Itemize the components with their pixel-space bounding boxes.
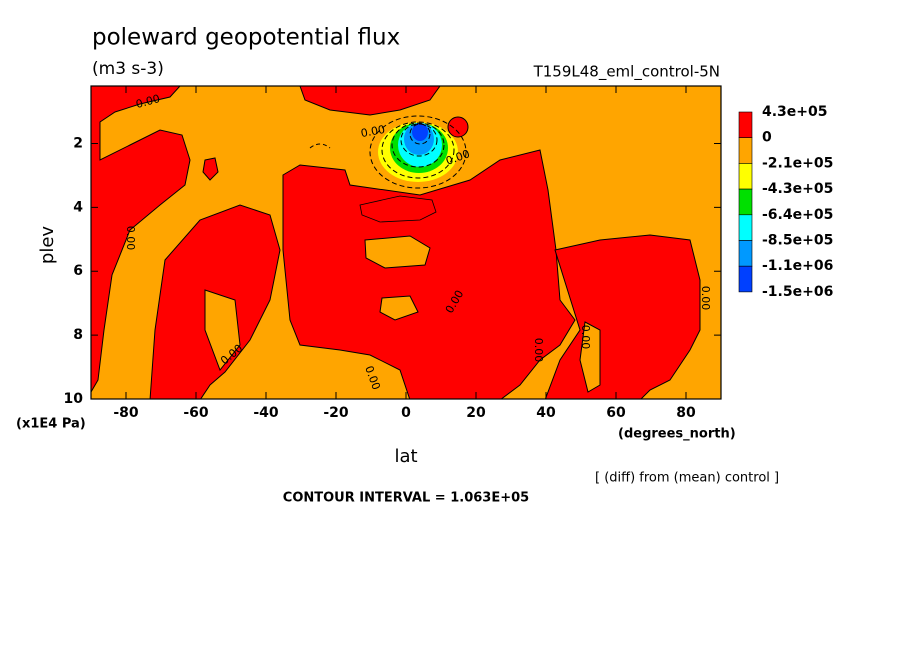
y-tick-label: 2 — [73, 135, 83, 151]
y-tick-label: 10 — [64, 391, 84, 407]
contour-label: 0.00 — [579, 325, 592, 350]
contour-line — [409, 123, 431, 145]
contour-interval: CONTOUR INTERVAL = 1.063E+05 — [283, 491, 529, 506]
contour-region — [91, 86, 191, 393]
contour-label: 0.00 — [532, 338, 545, 363]
contour-label: 0.00 — [360, 123, 386, 140]
y-units: (x1E4 Pa) — [16, 417, 86, 432]
contour-region — [364, 235, 431, 269]
contour-label: 0.00 — [699, 286, 712, 311]
contour-label: 0.00 — [124, 226, 137, 251]
colorbar-label: -1.5e+06 — [762, 284, 833, 300]
x-axis-label: lat — [394, 446, 417, 467]
y-tick-label: 6 — [73, 263, 83, 279]
y-axis-label: plev — [37, 226, 58, 265]
colorbar-box — [738, 188, 753, 216]
contour-line — [391, 122, 445, 168]
colorbar-label: -6.4e+05 — [762, 207, 833, 223]
x-tick-label: -80 — [113, 405, 139, 421]
contour-region — [282, 149, 576, 399]
dataset-label: T159L48_eml_control-5N — [533, 63, 720, 82]
colorbar-label: -4.3e+05 — [762, 181, 833, 197]
x-tick-label: -40 — [253, 405, 279, 421]
x-tick-label: -20 — [323, 405, 349, 421]
colorbar-label: -2.1e+05 — [762, 155, 833, 171]
colorbar-box — [738, 214, 753, 241]
x-tick-label: 80 — [676, 405, 696, 421]
contour-line — [359, 195, 437, 223]
x-tick-label: 60 — [606, 405, 626, 421]
x-tick-label: 40 — [536, 405, 556, 421]
colorbar-box — [738, 240, 753, 267]
colorbar-box — [738, 265, 753, 293]
contour-field: 0.000.000.000.000.000.000.000.000.000.00 — [91, 86, 721, 399]
contour-line — [309, 143, 331, 149]
contour-region — [447, 116, 469, 138]
colorbar-box — [738, 137, 753, 164]
colorbar-label: -8.5e+05 — [762, 233, 833, 249]
x-units: (degrees_north) — [618, 427, 736, 442]
y-tick-label: 8 — [73, 327, 83, 343]
x-tick-label: 20 — [466, 405, 486, 421]
colorbar-box — [738, 111, 753, 139]
colorbar-label: 4.3e+05 — [762, 104, 828, 120]
colorbar-label: -1.1e+06 — [762, 258, 833, 274]
contour-line — [369, 115, 467, 189]
contour-region — [202, 157, 219, 181]
footnote: [ (diff) from (mean) control ] — [595, 471, 779, 486]
chart-title: poleward geopotential flux — [92, 25, 400, 51]
y-tick-label: 4 — [73, 199, 83, 215]
contour-label: 0.00 — [134, 92, 161, 111]
colorbar-box — [738, 163, 753, 190]
x-tick-label: 0 — [401, 405, 411, 421]
chart-subtitle: (m3 s-3) — [92, 59, 164, 79]
x-tick-label: -60 — [183, 405, 209, 421]
contour-line — [400, 123, 438, 157]
contour-line — [381, 121, 455, 179]
contour-region — [579, 321, 601, 393]
contour-region — [379, 295, 419, 321]
contour-region — [204, 289, 241, 371]
contour-region — [412, 123, 428, 141]
contour-region — [299, 86, 441, 116]
colorbar-label: 0 — [762, 130, 772, 146]
